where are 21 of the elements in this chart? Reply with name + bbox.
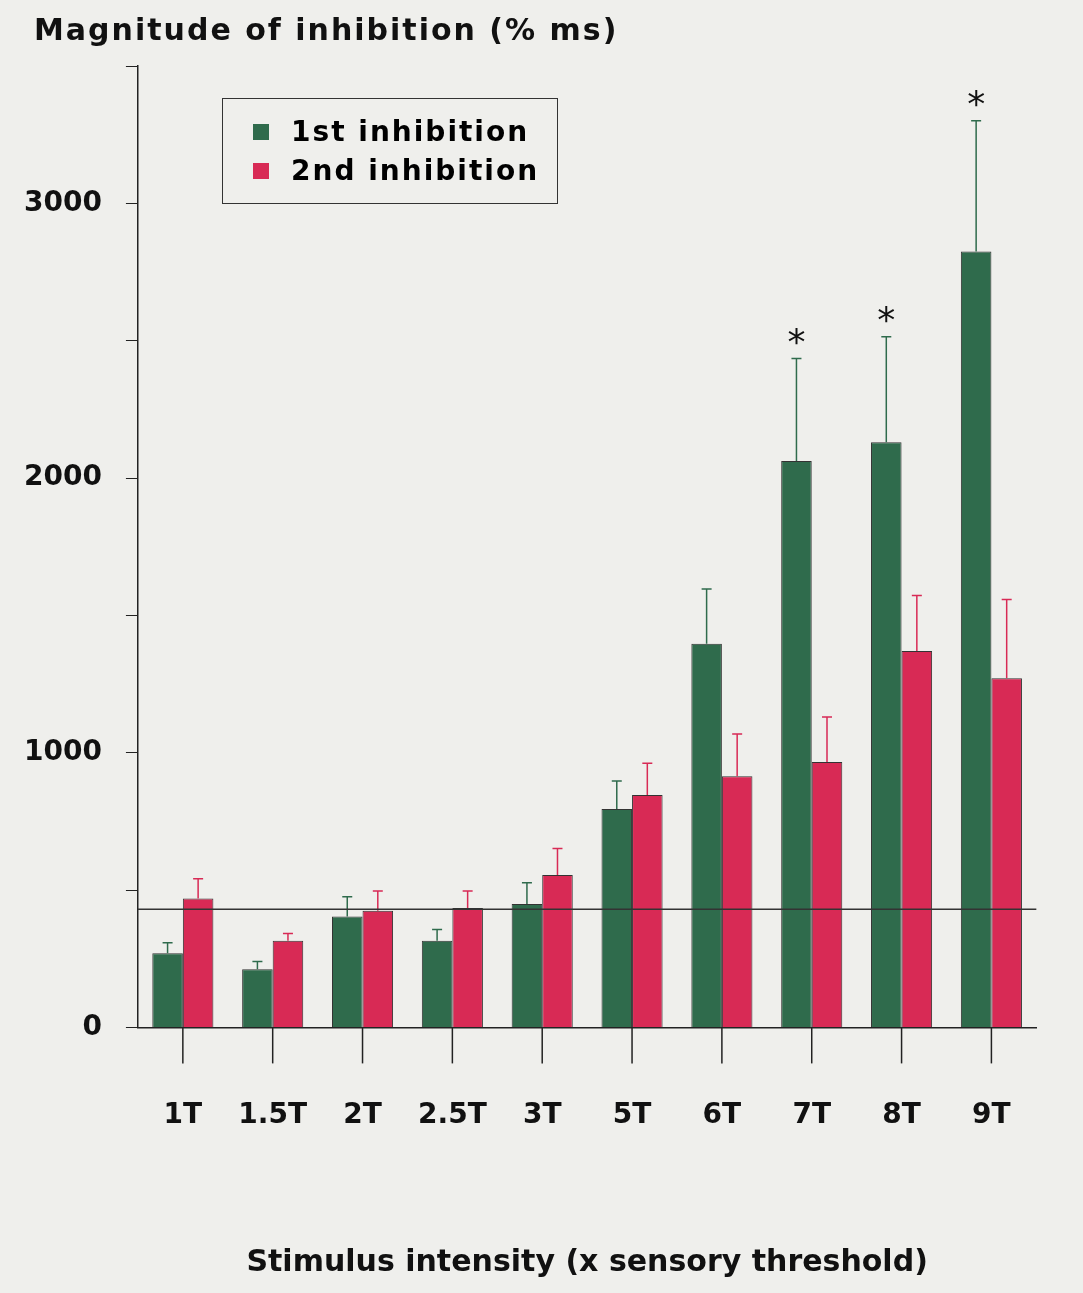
x-axis-title: Stimulus intensity (x sensory threshold) — [246, 1242, 928, 1278]
x-tick-label: 1T — [163, 1097, 203, 1131]
x-tick-label: 7T — [792, 1097, 832, 1131]
x-tick-label: 8T — [882, 1097, 921, 1131]
x-tick-label: 3T — [522, 1097, 562, 1131]
annotation: * — [877, 299, 896, 341]
x-tick-label: 5T — [612, 1097, 652, 1131]
y-tick-label: 2000 — [23, 459, 102, 493]
y-tick-label: 1000 — [23, 734, 102, 767]
x-tick-label: 2T — [343, 1097, 382, 1131]
annotation: * — [787, 320, 806, 362]
y-axis-title: Magnitude of inhibition (% ms) — [34, 12, 619, 47]
annotation: * — [967, 83, 986, 125]
x-tick-label: 1.5T — [238, 1097, 308, 1131]
x-tick-label: 6T — [702, 1097, 742, 1131]
y-tick-label: 3000 — [23, 184, 102, 218]
y-tick-label: 0 — [82, 1008, 102, 1042]
x-tick-label: 2.5T — [418, 1097, 487, 1131]
legend-label: 1st inhibition — [291, 115, 530, 148]
x-tick-label: 9T — [972, 1097, 1011, 1131]
legend-label: 2nd inhibition — [291, 154, 540, 187]
